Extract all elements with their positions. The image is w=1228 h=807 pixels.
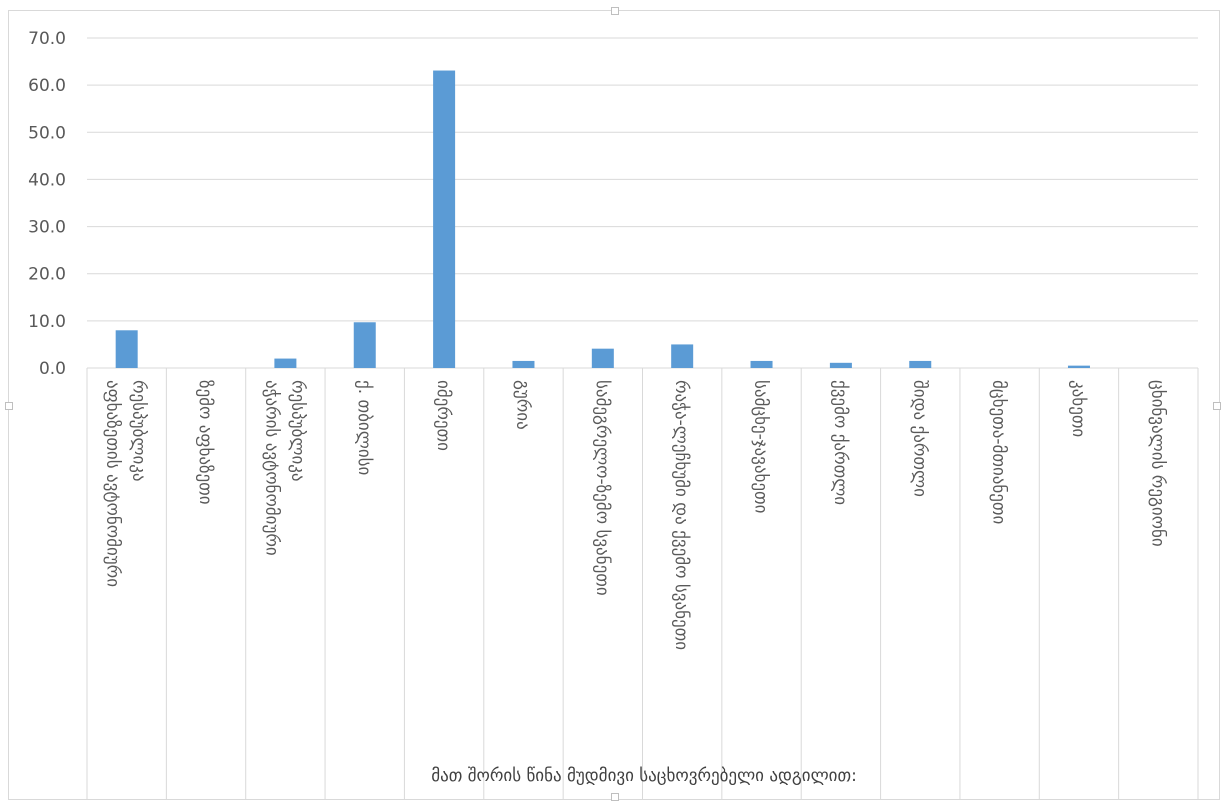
x-category-label: კახეთი	[1068, 380, 1088, 437]
y-tick-label: 40.0	[28, 170, 66, 190]
svg-text:აჭარის ავტონომიური: აჭარის ავტონომიური	[261, 380, 281, 556]
svg-text:კახეთი: კახეთი	[1068, 380, 1088, 437]
bar	[274, 358, 297, 368]
chart-area	[5, 7, 1221, 801]
bar	[671, 344, 694, 368]
x-category-label: მცხეთა-მთიანეთი	[989, 380, 1009, 524]
x-axis-category-labels: აფხაზეთის ავტონომიური რესპუბლიკა ზემო აფხა…	[103, 380, 1168, 650]
x-category-label: სამცხე-ჯავახეთი	[751, 380, 771, 513]
svg-text:აფხაზეთის ავტონომიური: აფხაზეთის ავტონომიური	[103, 380, 123, 587]
svg-text:რესპუბლიკა: რესპუბლიკა	[287, 380, 307, 482]
svg-text:იმერეთი: იმერეთი	[433, 380, 453, 451]
x-category-label: ზემო აფხაზეთი	[195, 380, 215, 505]
svg-text:სამცხე-ჯავახეთი: სამცხე-ჯავახეთი	[751, 380, 771, 513]
bar	[353, 322, 376, 368]
svg-text:შიდა ქართლი: შიდა ქართლი	[909, 380, 929, 497]
resize-handle-left[interactable]	[5, 402, 13, 410]
x-category-label: გურია	[512, 380, 532, 430]
svg-text:სამეგრელო-ზემო სვანეთი: სამეგრელო-ზემო სვანეთი	[592, 380, 612, 596]
bar	[829, 362, 852, 368]
x-axis-title: მათ შორის წინა მუდმივი საცხოვრებელი ადგი…	[431, 766, 857, 786]
y-axis-tick-labels: 0.0 10.0 20.0 30.0 40.0 50.0 60.0 70.0	[28, 29, 66, 379]
svg-text:ქ. თბილისი: ქ. თბილისი	[354, 380, 374, 475]
bar	[512, 360, 535, 368]
svg-text:გურია: გურია	[512, 380, 532, 430]
y-tick-label: 10.0	[28, 312, 66, 332]
x-category-label: აფხაზეთის ავტონომიური რესპუბლიკა	[103, 380, 149, 587]
x-category-label: აჭარის ავტონომიური რესპუბლიკა	[261, 380, 307, 556]
x-category-label: იმერეთი	[433, 380, 453, 451]
bars	[115, 70, 1090, 369]
x-category-label: შიდა ქართლი	[909, 380, 929, 497]
x-category-label: ქვემო ქართლი	[830, 380, 850, 505]
svg-text:მცხეთა-მთიანეთი: მცხეთა-მთიანეთი	[989, 380, 1009, 524]
x-category-label: ცხინვალის რეგიონი	[1147, 380, 1167, 547]
y-tick-label: 70.0	[28, 29, 66, 49]
y-tick-label: 30.0	[28, 218, 66, 238]
svg-text:რესპუბლიკა: რესპუბლიკა	[129, 380, 149, 482]
bar	[909, 360, 932, 368]
axes	[86, 367, 1199, 800]
bar	[591, 348, 614, 368]
gridlines	[87, 37, 1198, 322]
x-category-label: სამეგრელო-ზემო სვანეთი	[592, 380, 612, 596]
bar	[115, 330, 138, 368]
svg-text:რაჭა-ლეჩხუმი და ქვემო სვანეთი: რაჭა-ლეჩხუმი და ქვემო სვანეთი	[671, 380, 691, 650]
bar	[433, 70, 456, 369]
svg-text:ცხინვალის რეგიონი: ცხინვალის რეგიონი	[1147, 380, 1167, 547]
y-tick-label: 60.0	[28, 76, 66, 96]
y-tick-label: 20.0	[28, 265, 66, 285]
svg-text:ქვემო ქართლი: ქვემო ქართლი	[830, 380, 850, 505]
x-category-label: რაჭა-ლეჩხუმი და ქვემო სვანეთი	[671, 380, 691, 650]
y-tick-label: 0.0	[39, 359, 66, 379]
resize-handle-right[interactable]	[1213, 402, 1221, 410]
resize-handle-bottom[interactable]	[611, 793, 619, 801]
resize-handle-top[interactable]	[611, 7, 619, 15]
bar	[750, 360, 773, 368]
bar	[1067, 365, 1090, 368]
svg-text:ზემო აფხაზეთი: ზემო აფხაზეთი	[195, 380, 215, 505]
x-category-label: ქ. თბილისი	[354, 380, 374, 475]
y-tick-label: 50.0	[28, 123, 66, 143]
